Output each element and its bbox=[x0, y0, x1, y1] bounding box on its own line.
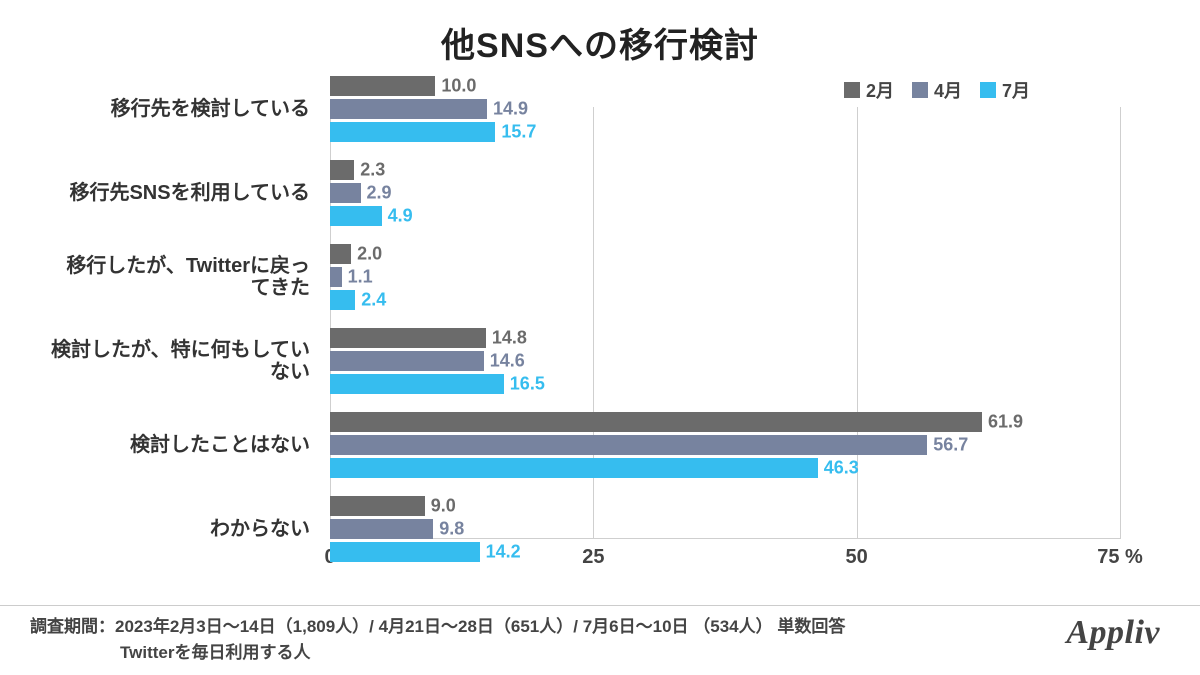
x-tick-label: 75 % bbox=[1097, 546, 1143, 569]
legend-item: 7月 bbox=[980, 77, 1030, 103]
bar-value-label: 1.1 bbox=[342, 267, 373, 288]
bar-value-label: 14.6 bbox=[484, 351, 525, 372]
legend-swatch bbox=[912, 82, 928, 98]
bar: 15.7 bbox=[330, 122, 495, 142]
legend-swatch bbox=[980, 82, 996, 98]
category-label: 検討したことはない bbox=[50, 434, 320, 456]
bar-value-label: 15.7 bbox=[495, 122, 536, 143]
survey-line-2: Twitterを毎日利用する人 bbox=[30, 640, 845, 666]
bar: 14.2 bbox=[330, 542, 480, 562]
bar-value-label: 14.9 bbox=[487, 99, 528, 120]
bar: 4.9 bbox=[330, 206, 382, 226]
bar: 46.3 bbox=[330, 458, 818, 478]
x-tick-label: 25 bbox=[582, 546, 604, 569]
bar-value-label: 2.0 bbox=[351, 244, 382, 265]
bar-value-label: 46.3 bbox=[818, 458, 859, 479]
x-tick-label: 50 bbox=[846, 546, 868, 569]
survey-line-1: 調査期間：2023年2月3日〜14日（1,809人）/ 4月21日〜28日（65… bbox=[30, 614, 845, 640]
legend-label: 7月 bbox=[1002, 77, 1030, 103]
plot-area: 0255075 %10.014.915.72.32.94.92.01.12.41… bbox=[330, 107, 1120, 539]
bar-value-label: 10.0 bbox=[435, 76, 476, 97]
bar-value-label: 56.7 bbox=[927, 435, 968, 456]
bar: 14.8 bbox=[330, 328, 486, 348]
bar: 9.0 bbox=[330, 496, 425, 516]
category-label: 検討したが、特に何もしていない bbox=[50, 339, 320, 383]
legend-label: 2月 bbox=[866, 77, 894, 103]
category-label: 移行先を検討している bbox=[50, 98, 320, 120]
legend-item: 4月 bbox=[912, 77, 962, 103]
bar: 61.9 bbox=[330, 412, 982, 432]
bar: 2.4 bbox=[330, 290, 355, 310]
bar-value-label: 16.5 bbox=[504, 374, 545, 395]
bar-value-label: 14.8 bbox=[486, 328, 527, 349]
legend-item: 2月 bbox=[844, 77, 894, 103]
gridline bbox=[1120, 107, 1121, 539]
bar-value-label: 9.8 bbox=[433, 519, 464, 540]
bar-value-label: 2.3 bbox=[354, 160, 385, 181]
bar-value-label: 9.0 bbox=[425, 496, 456, 517]
bar: 2.9 bbox=[330, 183, 361, 203]
bar: 2.3 bbox=[330, 160, 354, 180]
bar: 2.0 bbox=[330, 244, 351, 264]
legend-label: 4月 bbox=[934, 77, 962, 103]
bar-value-label: 2.9 bbox=[361, 183, 392, 204]
category-label: わからない bbox=[50, 518, 320, 540]
category-label: 移行したが、Twitterに戻ってきた bbox=[50, 255, 320, 299]
bar: 10.0 bbox=[330, 76, 435, 96]
bar: 14.6 bbox=[330, 351, 484, 371]
bar-value-label: 4.9 bbox=[382, 206, 413, 227]
bar: 9.8 bbox=[330, 519, 433, 539]
category-label: 移行先SNSを利用している bbox=[50, 182, 320, 204]
bar-value-label: 61.9 bbox=[982, 412, 1023, 433]
bar: 1.1 bbox=[330, 267, 342, 287]
bar: 16.5 bbox=[330, 374, 504, 394]
survey-note: 調査期間：2023年2月3日〜14日（1,809人）/ 4月21日〜28日（65… bbox=[30, 614, 845, 665]
bar-value-label: 2.4 bbox=[355, 290, 386, 311]
bar-value-label: 14.2 bbox=[480, 542, 521, 563]
chart: 0255075 %10.014.915.72.32.94.92.01.12.41… bbox=[50, 107, 1150, 577]
chart-title: 他SNSへの移行検討 bbox=[40, 18, 1160, 67]
legend-swatch bbox=[844, 82, 860, 98]
footer: 調査期間：2023年2月3日〜14日（1,809人）/ 4月21日〜28日（65… bbox=[0, 605, 1200, 675]
bar: 56.7 bbox=[330, 435, 927, 455]
bar: 14.9 bbox=[330, 99, 487, 119]
brand-logo: Appliv bbox=[1066, 614, 1160, 652]
